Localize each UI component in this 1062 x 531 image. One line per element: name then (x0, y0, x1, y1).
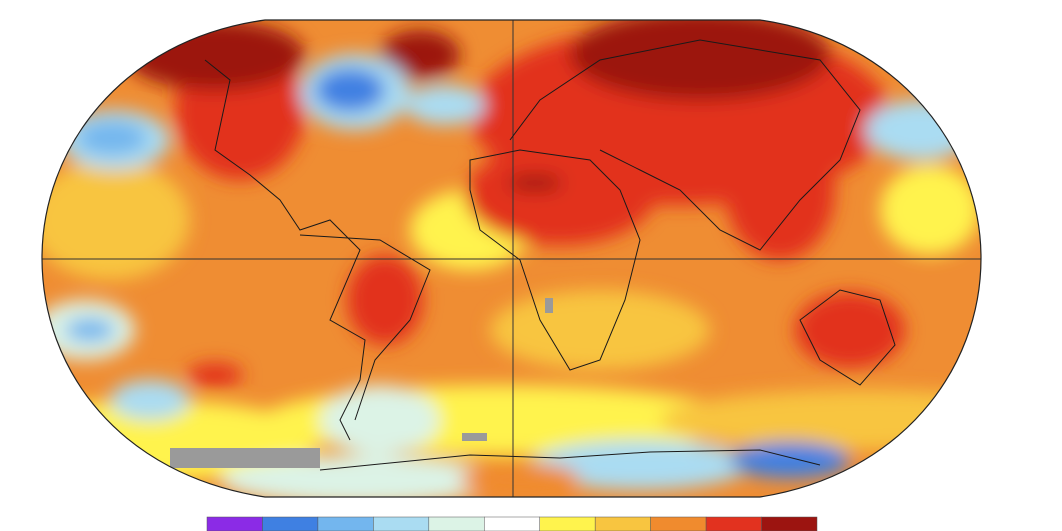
coastline (319, 449, 821, 471)
legend-swatch (539, 516, 596, 531)
legend-swatch (650, 516, 707, 531)
legend-swatch (373, 516, 430, 531)
color-bar (206, 516, 818, 531)
legend-swatch (484, 516, 540, 531)
coastline (299, 234, 431, 421)
coastline (509, 39, 861, 251)
legend-swatch (594, 516, 651, 531)
legend-swatch (705, 516, 762, 531)
legend-swatch (761, 516, 818, 531)
legend-swatch (262, 516, 319, 531)
coastline (469, 149, 641, 371)
map-outline (41, 19, 982, 498)
legend-swatch (428, 516, 485, 531)
coastline (204, 59, 366, 441)
legend-swatch (317, 516, 374, 531)
coastline (799, 289, 896, 386)
legend-swatch (206, 516, 263, 531)
